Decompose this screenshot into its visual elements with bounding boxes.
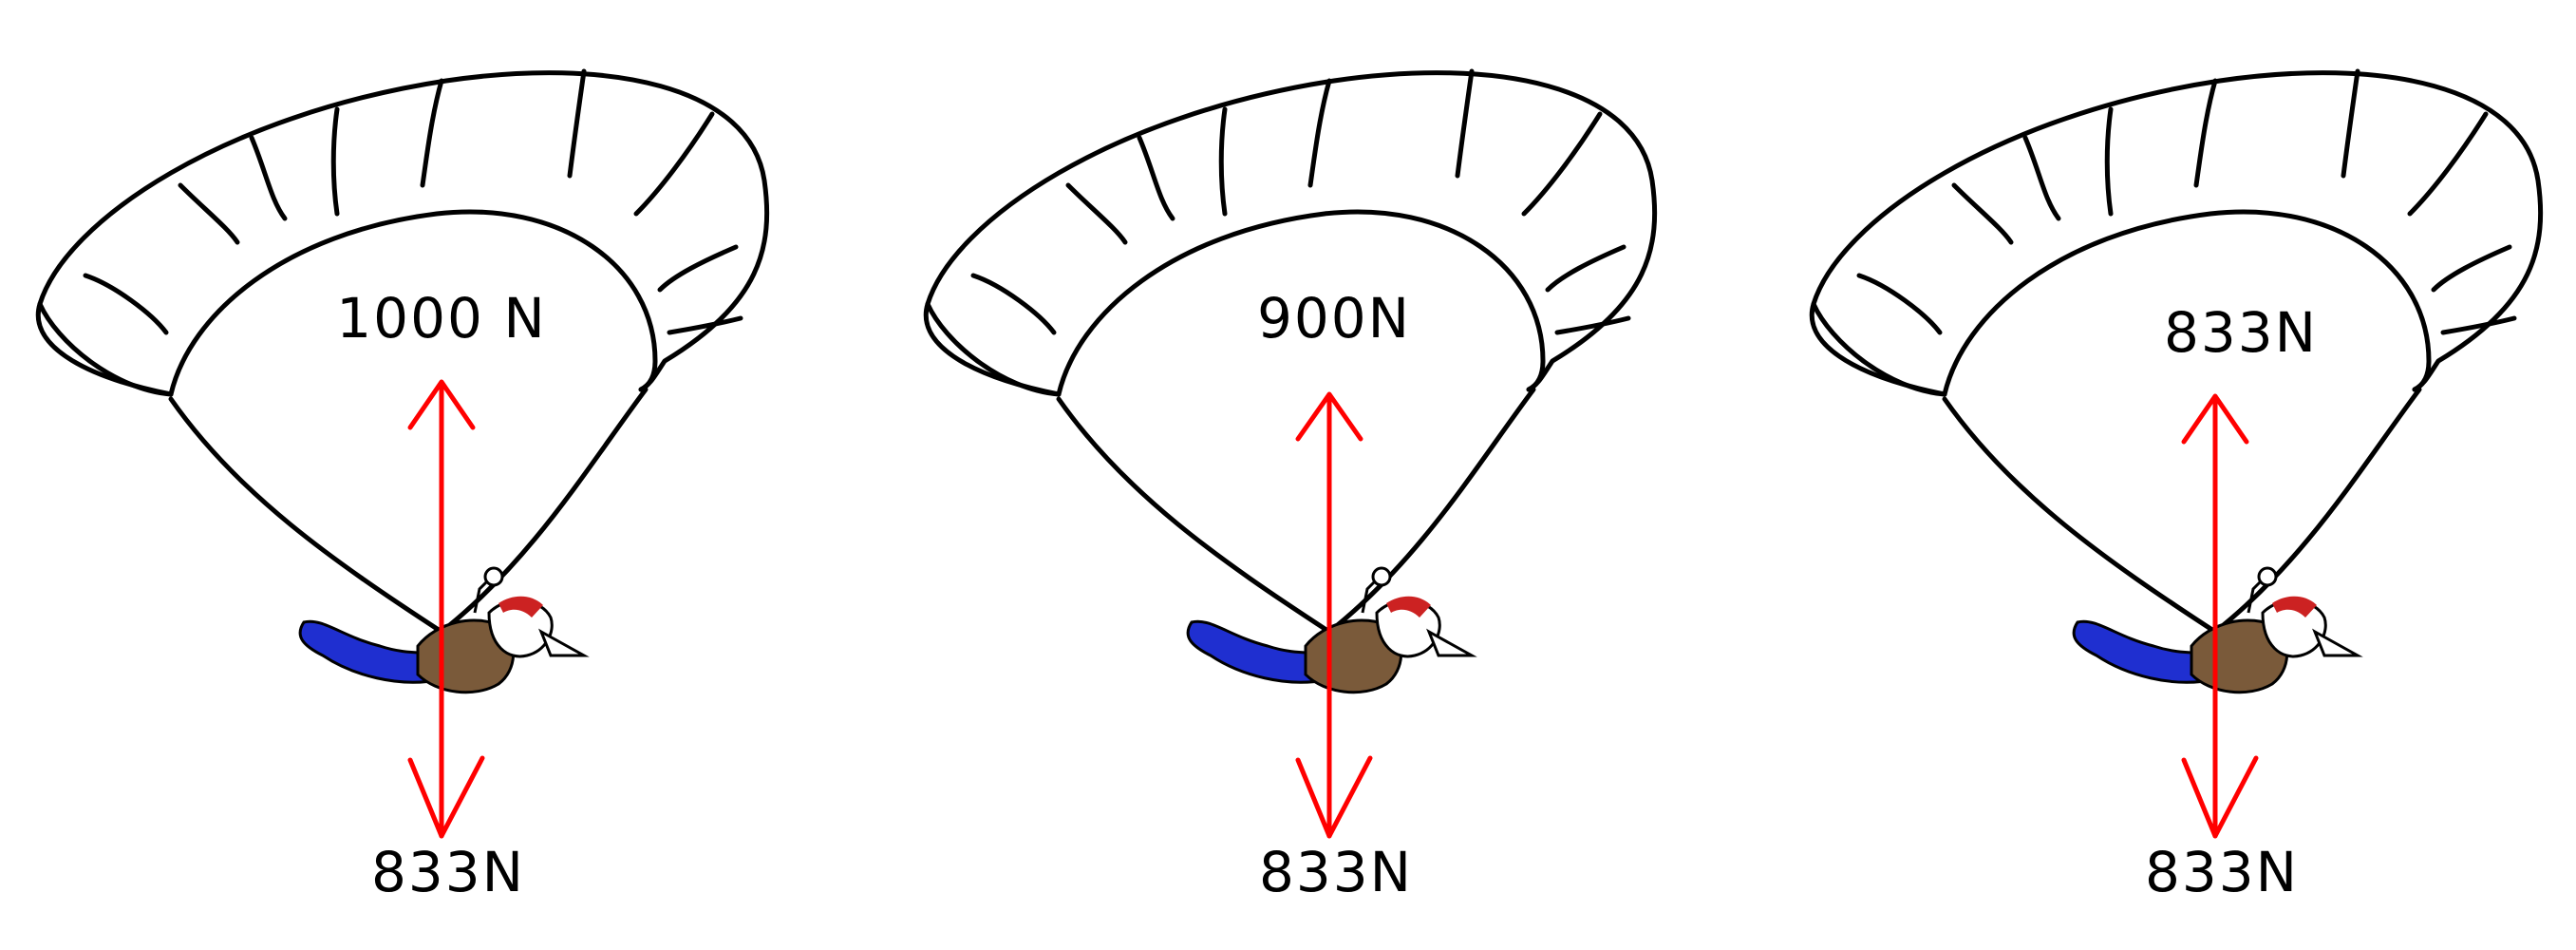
canopy-bottom-left (1811, 301, 1947, 397)
harness-ring (483, 566, 504, 587)
canopy-bottom-left (37, 301, 174, 397)
panel-2: 900N 833N (923, 68, 1658, 904)
downward-force-arrow (407, 714, 485, 839)
downward-force-head (407, 755, 485, 839)
suspension-lines (1056, 387, 1536, 635)
upward-force-head (2181, 393, 2249, 445)
canopy-bottom-left (925, 301, 1062, 397)
upward-force-label: 900N (1257, 286, 1411, 351)
helmet-red-stripe (498, 596, 543, 618)
upward-force-arrow (407, 379, 476, 720)
downward-force-label: 833N (1259, 840, 1413, 904)
harness-ring (2257, 566, 2278, 587)
parachute-canopy (35, 68, 770, 635)
upward-force-head (1295, 391, 1363, 442)
upward-force-arrow (1295, 391, 1363, 720)
panel-3: 833N 833N (1809, 68, 2544, 904)
downward-force-label: 833N (371, 840, 525, 904)
canopy-panel-seams (970, 68, 1631, 335)
downward-force-arrow (1295, 714, 1373, 839)
upward-force-label: 833N (2164, 300, 2318, 365)
canopy-inner-edge (1942, 209, 2432, 397)
canopy-panel-seams (1856, 68, 2517, 335)
parachute-canopy (1809, 68, 2544, 635)
helmet-red-stripe (2272, 596, 2317, 618)
skydiver-arm (1426, 628, 1477, 657)
downward-force-head (2181, 755, 2259, 839)
canopy-inner-edge (1056, 209, 1546, 397)
upward-force-arrow (2181, 393, 2249, 720)
suspension-lines (1942, 387, 2422, 635)
upward-force-head (407, 379, 476, 430)
upward-force-label: 1000 N (336, 286, 546, 351)
helmet-red-stripe (1386, 596, 1431, 618)
parachute-canopy (923, 68, 1658, 635)
panel-1: 1000 N 833N (35, 68, 770, 904)
canopy-panel-seams (83, 68, 743, 335)
downward-force-head (1295, 755, 1373, 839)
skydiver-arm (538, 628, 590, 657)
downward-force-label: 833N (2145, 840, 2299, 904)
suspension-lines (168, 387, 649, 635)
downward-force-arrow (2181, 714, 2259, 839)
canopy-inner-edge (168, 209, 658, 397)
harness-ring (1371, 566, 1392, 587)
skydiver-arm (2312, 628, 2363, 657)
